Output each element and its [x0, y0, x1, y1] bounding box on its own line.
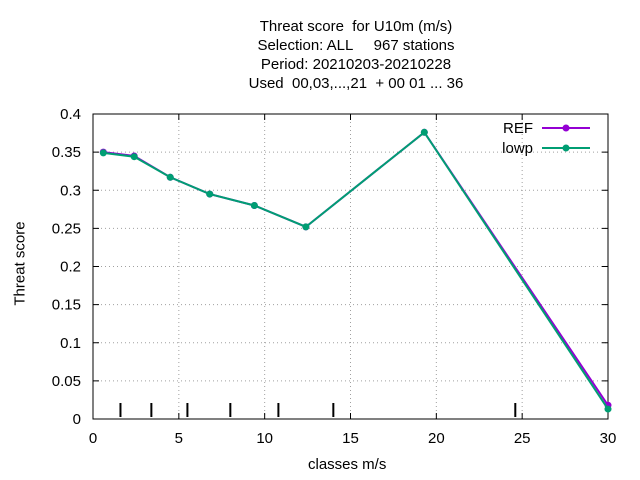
chart-title-line-1: Threat score for U10m (m/s) — [259, 18, 453, 35]
data-point-lowp — [206, 190, 214, 198]
y-tick-label: 0 — [73, 411, 81, 428]
y-tick-label: 0.3 — [60, 182, 81, 199]
data-point-lowp — [302, 223, 310, 231]
chart-title-line-4: Used 00,03,...,21 + 00 01 ... 36 — [248, 75, 464, 92]
data-point-lowp — [99, 149, 107, 157]
legend-label-lowp: lowp — [502, 140, 533, 157]
legend-marker-lowp — [562, 144, 570, 152]
x-tick-label: 20 — [428, 430, 445, 447]
y-tick-label: 0.1 — [60, 335, 81, 352]
data-point-lowp — [420, 128, 428, 136]
x-tick-label: 5 — [175, 430, 183, 447]
y-tick-label: 0.15 — [52, 297, 81, 314]
x-tick-label: 0 — [89, 430, 97, 447]
legend-label-REF: REF — [503, 120, 533, 137]
x-tick-label: 15 — [342, 430, 359, 447]
x-axis-label: classes m/s — [308, 456, 387, 473]
y-tick-label: 0.2 — [60, 259, 81, 276]
x-tick-label: 30 — [600, 430, 617, 447]
series-line-REF — [103, 130, 609, 406]
y-tick-label: 0.4 — [60, 106, 81, 123]
data-point-lowp — [130, 153, 138, 161]
x-tick-label: 25 — [514, 430, 531, 447]
legend-marker-REF — [562, 124, 570, 132]
y-tick-label: 0.25 — [52, 220, 81, 237]
data-point-lowp — [250, 202, 258, 209]
chart-title-line-2: Selection: ALL 967 stations — [257, 37, 455, 54]
x-tick-label: 10 — [256, 430, 273, 447]
series-line-lowp — [103, 130, 609, 410]
y-tick-label: 0.35 — [52, 144, 81, 161]
y-tick-label: 0.05 — [52, 373, 81, 390]
data-point-lowp — [166, 173, 174, 181]
data-point-lowp — [604, 405, 612, 413]
chart-title-line-3: Period: 20210203-20210228 — [260, 56, 452, 73]
